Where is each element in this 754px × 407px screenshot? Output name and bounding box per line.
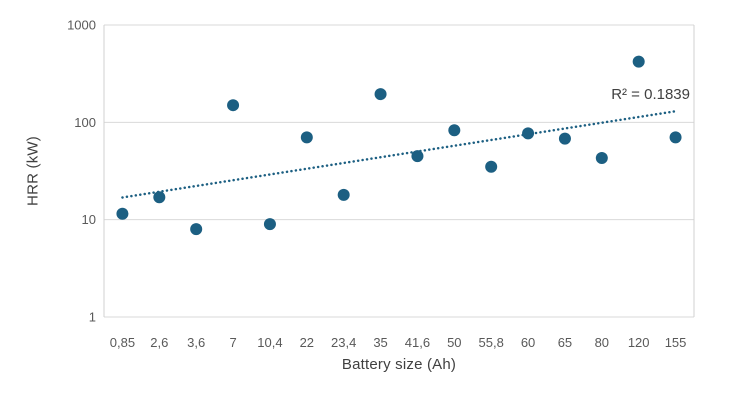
x-axis-title: Battery size (Ah) [341, 356, 457, 373]
x-tick-label: 55,8 [479, 335, 504, 350]
x-tick-label: 80 [595, 335, 609, 350]
x-tick-label: 50 [447, 335, 461, 350]
data-point [190, 223, 203, 236]
x-tick-label: 120 [628, 335, 650, 350]
x-tick-label: 35 [373, 335, 387, 350]
data-point [116, 207, 129, 220]
y-axis-title: HRR (kW) [24, 136, 42, 206]
data-point [153, 191, 166, 204]
r-squared-label: R² = 0.1839 [611, 86, 690, 103]
data-point [595, 152, 608, 165]
data-point [485, 160, 498, 173]
x-tick-label: 41,6 [405, 335, 430, 350]
data-point [374, 88, 387, 101]
data-point [411, 150, 424, 163]
x-tick-label: 7 [229, 335, 236, 350]
x-tick-label: 3,6 [187, 335, 205, 350]
x-tick-label: 65 [558, 335, 572, 350]
data-point [300, 131, 313, 144]
data-point [227, 99, 240, 112]
x-tick-label: 60 [521, 335, 535, 350]
data-point [632, 55, 645, 68]
y-tick-label: 1 [89, 310, 96, 325]
data-point [337, 188, 350, 201]
data-point [669, 131, 682, 144]
y-tick-label: 1000 [67, 18, 96, 33]
y-tick-label: 10 [82, 212, 96, 227]
data-point [263, 218, 276, 231]
x-tick-label: 23,4 [331, 335, 356, 350]
data-point [448, 124, 461, 137]
x-tick-label: 2,6 [150, 335, 168, 350]
x-tick-label: 22 [300, 335, 314, 350]
x-tick-label: 155 [665, 335, 687, 350]
y-tick-label: 100 [74, 115, 96, 130]
x-tick-label: 10,4 [257, 335, 282, 350]
x-tick-label: 0,85 [110, 335, 135, 350]
data-point [522, 127, 535, 140]
trendline [121, 109, 677, 199]
data-point [558, 132, 571, 145]
